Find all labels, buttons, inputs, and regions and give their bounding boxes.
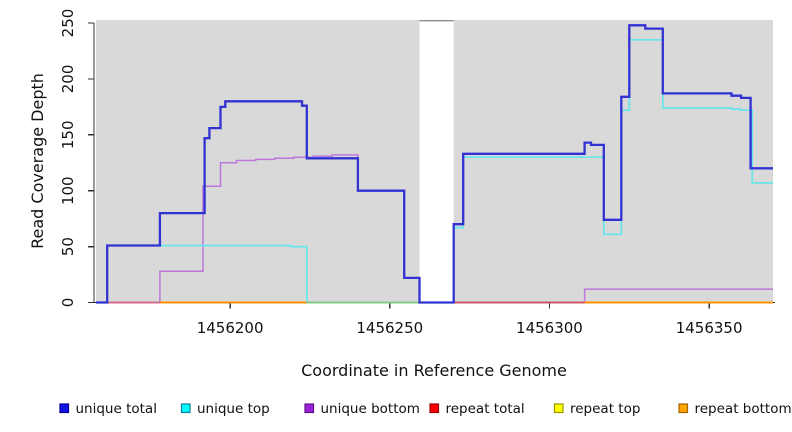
legend-item: unique bottom xyxy=(304,401,420,417)
legend-item: unique total xyxy=(59,401,157,417)
y-tick-label: 200 xyxy=(59,65,77,94)
legend-swatch-unique-top xyxy=(180,403,191,414)
x-tick-label: 1456350 xyxy=(676,319,743,337)
y-tick-label: 150 xyxy=(59,120,77,149)
legend-label: unique top xyxy=(197,401,270,417)
legend-swatch-unique-bottom xyxy=(304,403,315,414)
legend-label: repeat top xyxy=(570,401,640,417)
y-tick-label: 0 xyxy=(59,298,77,308)
legend-swatch-unique-total xyxy=(59,403,70,414)
plot-panel-layer xyxy=(96,20,773,303)
legend-item: repeat total xyxy=(429,401,525,417)
x-axis-title: Coordinate in Reference Genome xyxy=(301,361,567,380)
y-tick-label: 100 xyxy=(59,176,77,205)
coverage-gap-band xyxy=(419,20,454,303)
series-unique-top xyxy=(96,38,773,304)
y-axis-title: Read Coverage Depth xyxy=(28,73,47,249)
x-tick-label: 1456300 xyxy=(516,319,583,337)
legend-label: unique bottom xyxy=(321,401,420,417)
y-tick-label: 250 xyxy=(59,9,77,38)
legend-label: repeat bottom xyxy=(695,401,792,417)
x-tick-label: 1456250 xyxy=(356,319,423,337)
series-top-layer xyxy=(96,24,773,304)
series-unique-total xyxy=(96,24,773,304)
legend-label: repeat total xyxy=(446,401,525,417)
legend-swatch-repeat-total xyxy=(429,403,440,414)
legend-item: unique top xyxy=(180,401,270,417)
tick-labels-layer: 0 50 100 150 200 250 1456200 1456250 1456300 1456… xyxy=(59,9,743,337)
legend: unique total unique top unique bottom repea… xyxy=(59,401,792,417)
legend-label: unique total xyxy=(76,401,157,417)
legend-swatch-repeat-top xyxy=(553,403,564,414)
y-tick-label: 50 xyxy=(59,237,77,256)
legend-swatch-repeat-bottom xyxy=(678,403,689,414)
x-tick-label: 1456200 xyxy=(197,319,264,337)
legend-item: repeat top xyxy=(553,401,640,417)
legend-item: repeat bottom xyxy=(678,401,792,417)
